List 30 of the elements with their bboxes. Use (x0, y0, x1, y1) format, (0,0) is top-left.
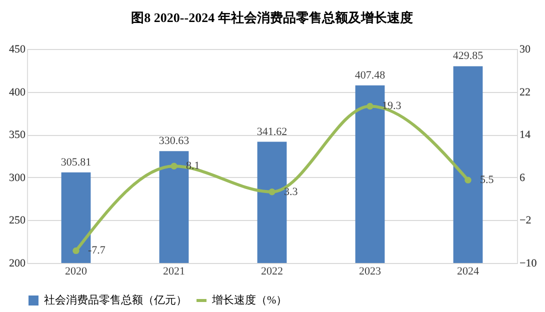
x-tick-label: 2022 (261, 266, 283, 278)
y2-tick-label: −10 (520, 258, 538, 270)
point (268, 188, 276, 196)
chart-title: 图8 2020--2024 年社会消费品零售总额及增长速度 (131, 10, 413, 25)
y2-tick-label: 14 (520, 129, 531, 142)
y2-tick-label: −2 (520, 214, 532, 227)
y-tick-label: 200 (9, 258, 26, 270)
y2-tick-label: 6 (520, 172, 526, 184)
y-tick-label: 400 (9, 86, 26, 98)
y2-tick-label: 22 (520, 86, 530, 98)
point (72, 247, 80, 254)
point (170, 162, 178, 170)
y2-tick-label: 30 (520, 44, 531, 56)
y-tick-label: 300 (9, 172, 26, 184)
y-tick-label: 250 (9, 214, 26, 227)
point (366, 102, 374, 110)
legend-label: 社会消费品零售总额（亿元） (44, 294, 187, 306)
point (464, 176, 472, 184)
legend-label: 增长速度（%） (211, 294, 288, 306)
data-label: 429.85 (452, 50, 484, 62)
y-tick-label: 350 (9, 129, 26, 142)
data-label: 407.48 (354, 69, 386, 82)
x-tick-label: 2020 (65, 266, 88, 278)
x-tick-label: 2023 (359, 266, 382, 278)
y-tick-label: 450 (9, 44, 26, 56)
x-tick-label: 2021 (163, 266, 185, 278)
data-label: 341.62 (256, 126, 288, 138)
data-label: 305.81 (60, 156, 92, 168)
x-tick-label: 2024 (457, 266, 480, 278)
data-label: 330.63 (158, 135, 190, 148)
